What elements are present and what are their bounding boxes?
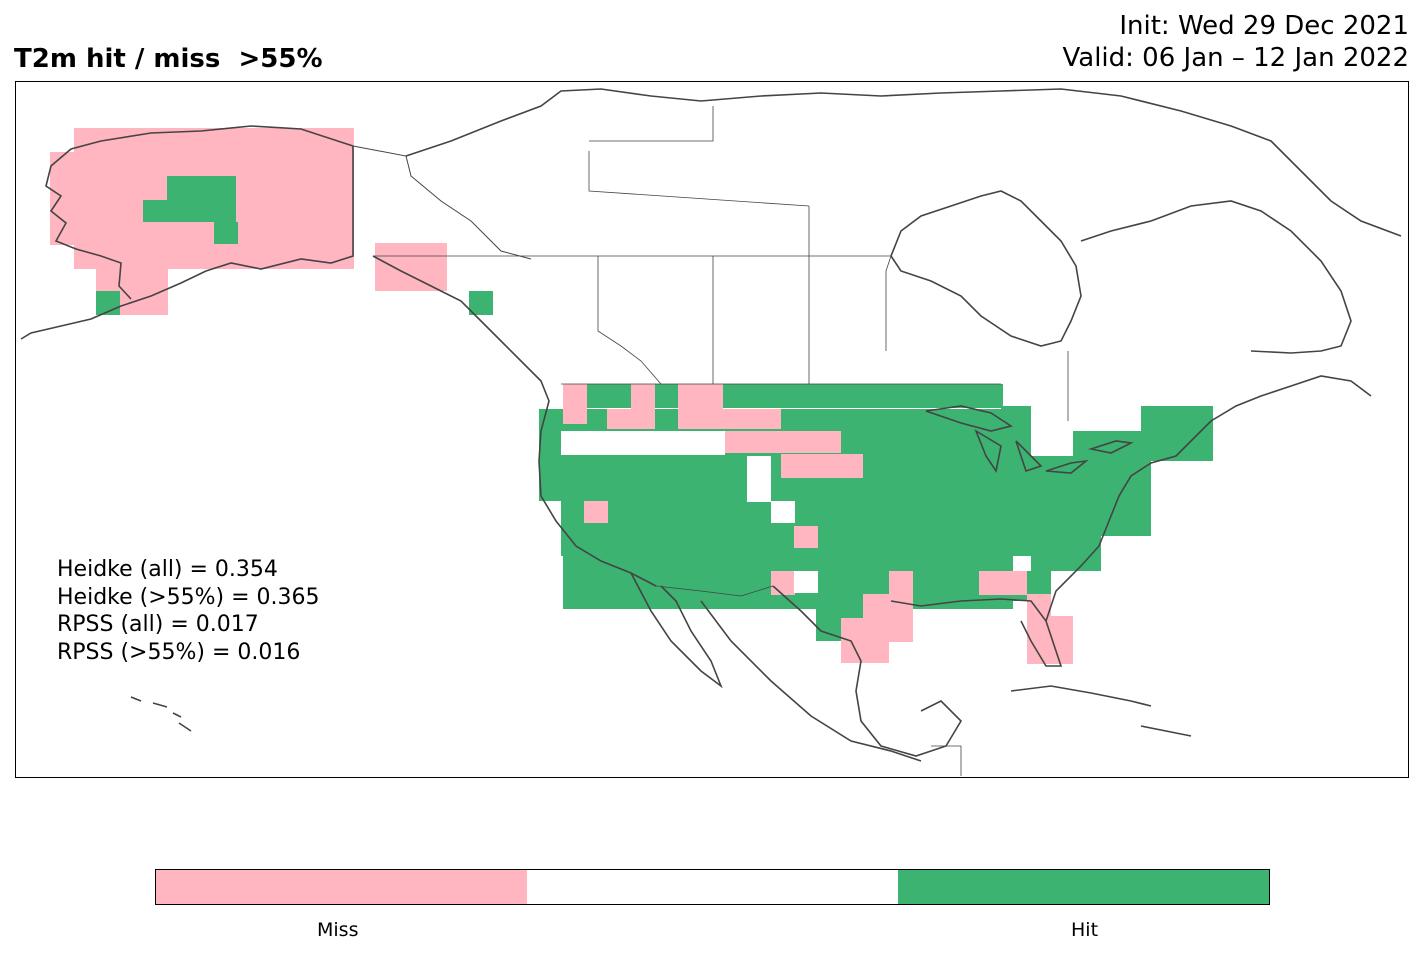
init-date: Init: Wed 29 Dec 2021 xyxy=(1119,11,1409,41)
grid-cell xyxy=(563,384,587,424)
grid-cell xyxy=(167,176,236,201)
grid-cell xyxy=(771,501,795,523)
grid-cell xyxy=(979,571,1027,595)
grid-cell xyxy=(631,384,655,429)
grid-cell xyxy=(794,526,818,548)
rpss-55-score: RPSS (>55%) = 0.016 xyxy=(57,639,301,665)
map-svg xyxy=(20,88,1402,776)
colorbar-neutral-segment xyxy=(527,870,898,904)
grid-cell xyxy=(701,431,725,455)
grid-cell xyxy=(214,222,238,244)
grid-cell xyxy=(375,243,447,291)
grid-cell xyxy=(747,456,771,502)
grid-cell xyxy=(1051,456,1151,536)
grid-cell xyxy=(1027,616,1073,664)
grid-cell xyxy=(1001,406,1031,456)
colorbar xyxy=(155,869,1270,905)
grid-cell xyxy=(607,409,631,429)
map-panel xyxy=(15,81,1409,778)
colorbar-hit-segment xyxy=(898,870,1269,904)
valid-range: Valid: 06 Jan – 12 Jan 2022 xyxy=(1062,43,1410,73)
coastlines xyxy=(20,88,1402,762)
grid-cell xyxy=(678,384,723,429)
skill-scores: Heidke (all) = 0.354 Heidke (>55%) = 0.3… xyxy=(57,556,320,666)
grid-cell xyxy=(723,431,841,453)
colorbar-hit-label: Hit xyxy=(1071,919,1099,941)
grid-cell xyxy=(143,200,236,222)
grid-cell xyxy=(469,291,493,315)
grid-cell xyxy=(723,409,781,429)
rpss-all-score: RPSS (all) = 0.017 xyxy=(57,612,259,637)
grid-cell xyxy=(794,571,818,593)
heidke-55-score: Heidke (>55%) = 0.365 xyxy=(57,584,320,610)
grid-cell xyxy=(1141,406,1213,436)
grid-cell xyxy=(584,501,608,523)
grid-cell xyxy=(563,384,1003,408)
grid-cell xyxy=(781,454,863,478)
grid-cell xyxy=(771,571,795,595)
heidke-all-score: Heidke (all) = 0.354 xyxy=(57,557,278,582)
hit-miss-grid xyxy=(50,128,1213,664)
map-title: T2m hit / miss >55% xyxy=(14,44,323,74)
colorbar-miss-label: Miss xyxy=(317,919,359,941)
colorbar-miss-segment xyxy=(156,870,527,904)
grid-cell xyxy=(561,431,701,455)
political-borders xyxy=(373,106,1069,776)
forecast-dates: Init: Wed 29 Dec 2021 Valid: 06 Jan – 12… xyxy=(1063,10,1410,74)
